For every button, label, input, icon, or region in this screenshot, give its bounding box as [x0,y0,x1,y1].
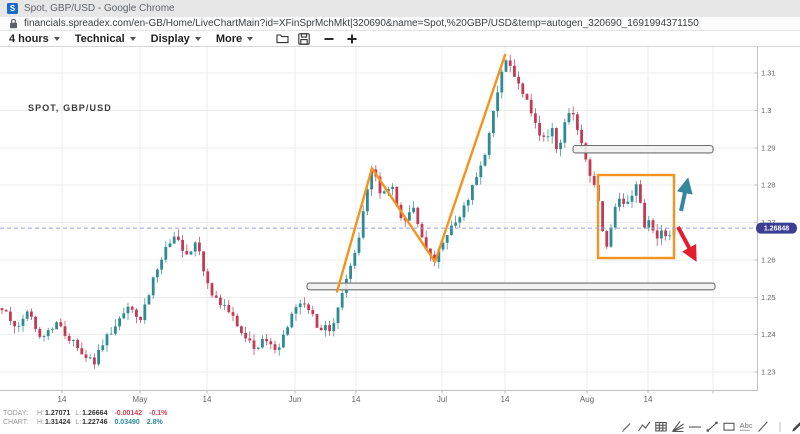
legend-today-high-label: H: [37,410,44,417]
menu-label: More [215,32,243,45]
gridlines [0,47,758,391]
folder-icon [276,33,289,44]
candles [0,54,676,369]
zoom-out-button[interactable] [323,33,335,45]
y-axis-label: 1.26 [761,255,776,264]
legend-today-label: TODAY: [3,410,29,417]
window-titlebar: S Spot, GBP/USD - Google Chrome [0,0,800,17]
y-axis-label: 1.31 [761,69,776,78]
menu-4-hours[interactable]: 4 hours [9,33,60,45]
menu-more[interactable]: More [215,32,254,45]
menu-label: Display [150,32,190,45]
x-axis-label: May [132,395,147,404]
y-axis-label: 1.25 [761,293,776,302]
legend-chart-high: 1.31424 [45,419,71,426]
polyline-tool-icon[interactable] [637,418,651,434]
x-axis-label: Jul [437,395,447,404]
chevron-down-icon [129,37,136,41]
toolbar-separator [773,418,787,434]
menu-technical[interactable]: Technical [75,33,136,45]
plus-icon [346,33,358,45]
consolidation-box [596,173,676,260]
chart-toolbar: 4 hours Technical Display More [0,31,800,47]
down-arrow-annotation [676,226,697,262]
x-axis-label: 14 [203,395,212,404]
y-axis-label: 1.3 [761,106,771,115]
chart-legend: TODAY: H:1.27071 L:1.26664 -0.00142 -0.1% CH… [3,409,167,427]
y-axis-label: 1.28 [761,181,776,190]
svg-text:Abc: Abc [740,421,753,430]
chart-area: 1.31 1.3 1.29 1.28 1.27 1.26 1.25 1.24 1.23 14 May… [0,47,800,432]
x-axis-label: 14 [644,395,653,404]
favicon: S [7,3,18,14]
legend-today-high: 1.27071 [45,410,71,417]
window-title: Spot, GBP/USD - Google Chrome [24,3,175,14]
legend-chart-high-label: H: [37,419,44,426]
trend-line-tool-icon[interactable] [705,418,719,434]
x-axis-label: Jun [289,395,302,404]
y-axis-label: 1.29 [761,143,776,152]
x-axis-label: Aug [580,395,594,404]
text-tool-icon[interactable]: Abc [739,418,753,434]
menu-display[interactable]: Display [151,33,201,45]
drawing-toolbar: Abc [620,418,800,434]
legend-today-row: TODAY: H:1.27071 L:1.26664 -0.00142 -0.1% [3,409,167,418]
y-axis-label: 1.23 [761,368,776,377]
legend-chart-low-label: L: [75,419,82,426]
horizontal-line-tool-icon[interactable] [688,418,702,434]
instrument-label: SPOT, GBP/USD [28,103,112,113]
legend-today-change-pct: -0.1% [149,410,168,417]
url-text[interactable]: financials.spreadex.com/en-GB/Home/LiveC… [24,18,699,29]
chevron-down-icon [53,37,60,41]
chevron-down-icon [194,37,201,41]
zoom-in-button[interactable] [346,33,358,45]
save-icon [298,32,310,45]
legend-chart-row: CHART: H:1.31424 L:1.22746 0.03490 2.8% [3,418,167,427]
legend-today-low-label: L: [75,410,82,417]
marker-tool-icon[interactable] [790,418,800,434]
open-chart-button[interactable] [276,33,289,44]
fan-lines-tool-icon[interactable] [671,418,685,434]
menu-label: Technical [74,32,125,45]
legend-chart-change-pct: 2.8% [146,419,163,426]
menu-label: 4 hours [9,32,49,45]
y-axis-label: 1.24 [761,330,776,339]
y-axis-label: 1.27 [761,218,776,227]
fib-grid-tool-icon[interactable] [654,418,668,434]
x-axis-label: 14 [352,395,361,404]
trend-zigzag [335,53,507,293]
zone-boxes [306,144,716,291]
x-axis-label: 14 [501,395,510,404]
axes [0,47,758,394]
legend-today-change: -0.00142 [114,410,143,417]
address-bar[interactable]: financials.spreadex.com/en-GB/Home/LiveC… [0,17,800,31]
diagonal-line-tool-icon[interactable] [756,418,770,434]
up-arrow-annotation [677,177,693,212]
legend-chart-label: CHART: [3,419,29,426]
x-axis-label: 14 [58,395,67,404]
current-price-badge [756,222,797,234]
rectangle-tool-icon[interactable] [722,418,736,434]
legend-today-low: 1.26664 [82,410,108,417]
lock-icon [9,18,18,29]
pencil-tool-icon[interactable] [620,418,634,434]
legend-chart-low: 1.22746 [82,419,108,426]
save-button[interactable] [298,32,310,45]
current-price-value: 1.26848 [764,226,789,233]
minus-icon [323,33,335,45]
price-chart[interactable]: 1.31 1.3 1.29 1.28 1.27 1.26 1.25 1.24 1.23 14 May… [0,47,800,413]
chevron-down-icon [247,37,254,41]
legend-chart-change: 0.03490 [114,419,140,426]
